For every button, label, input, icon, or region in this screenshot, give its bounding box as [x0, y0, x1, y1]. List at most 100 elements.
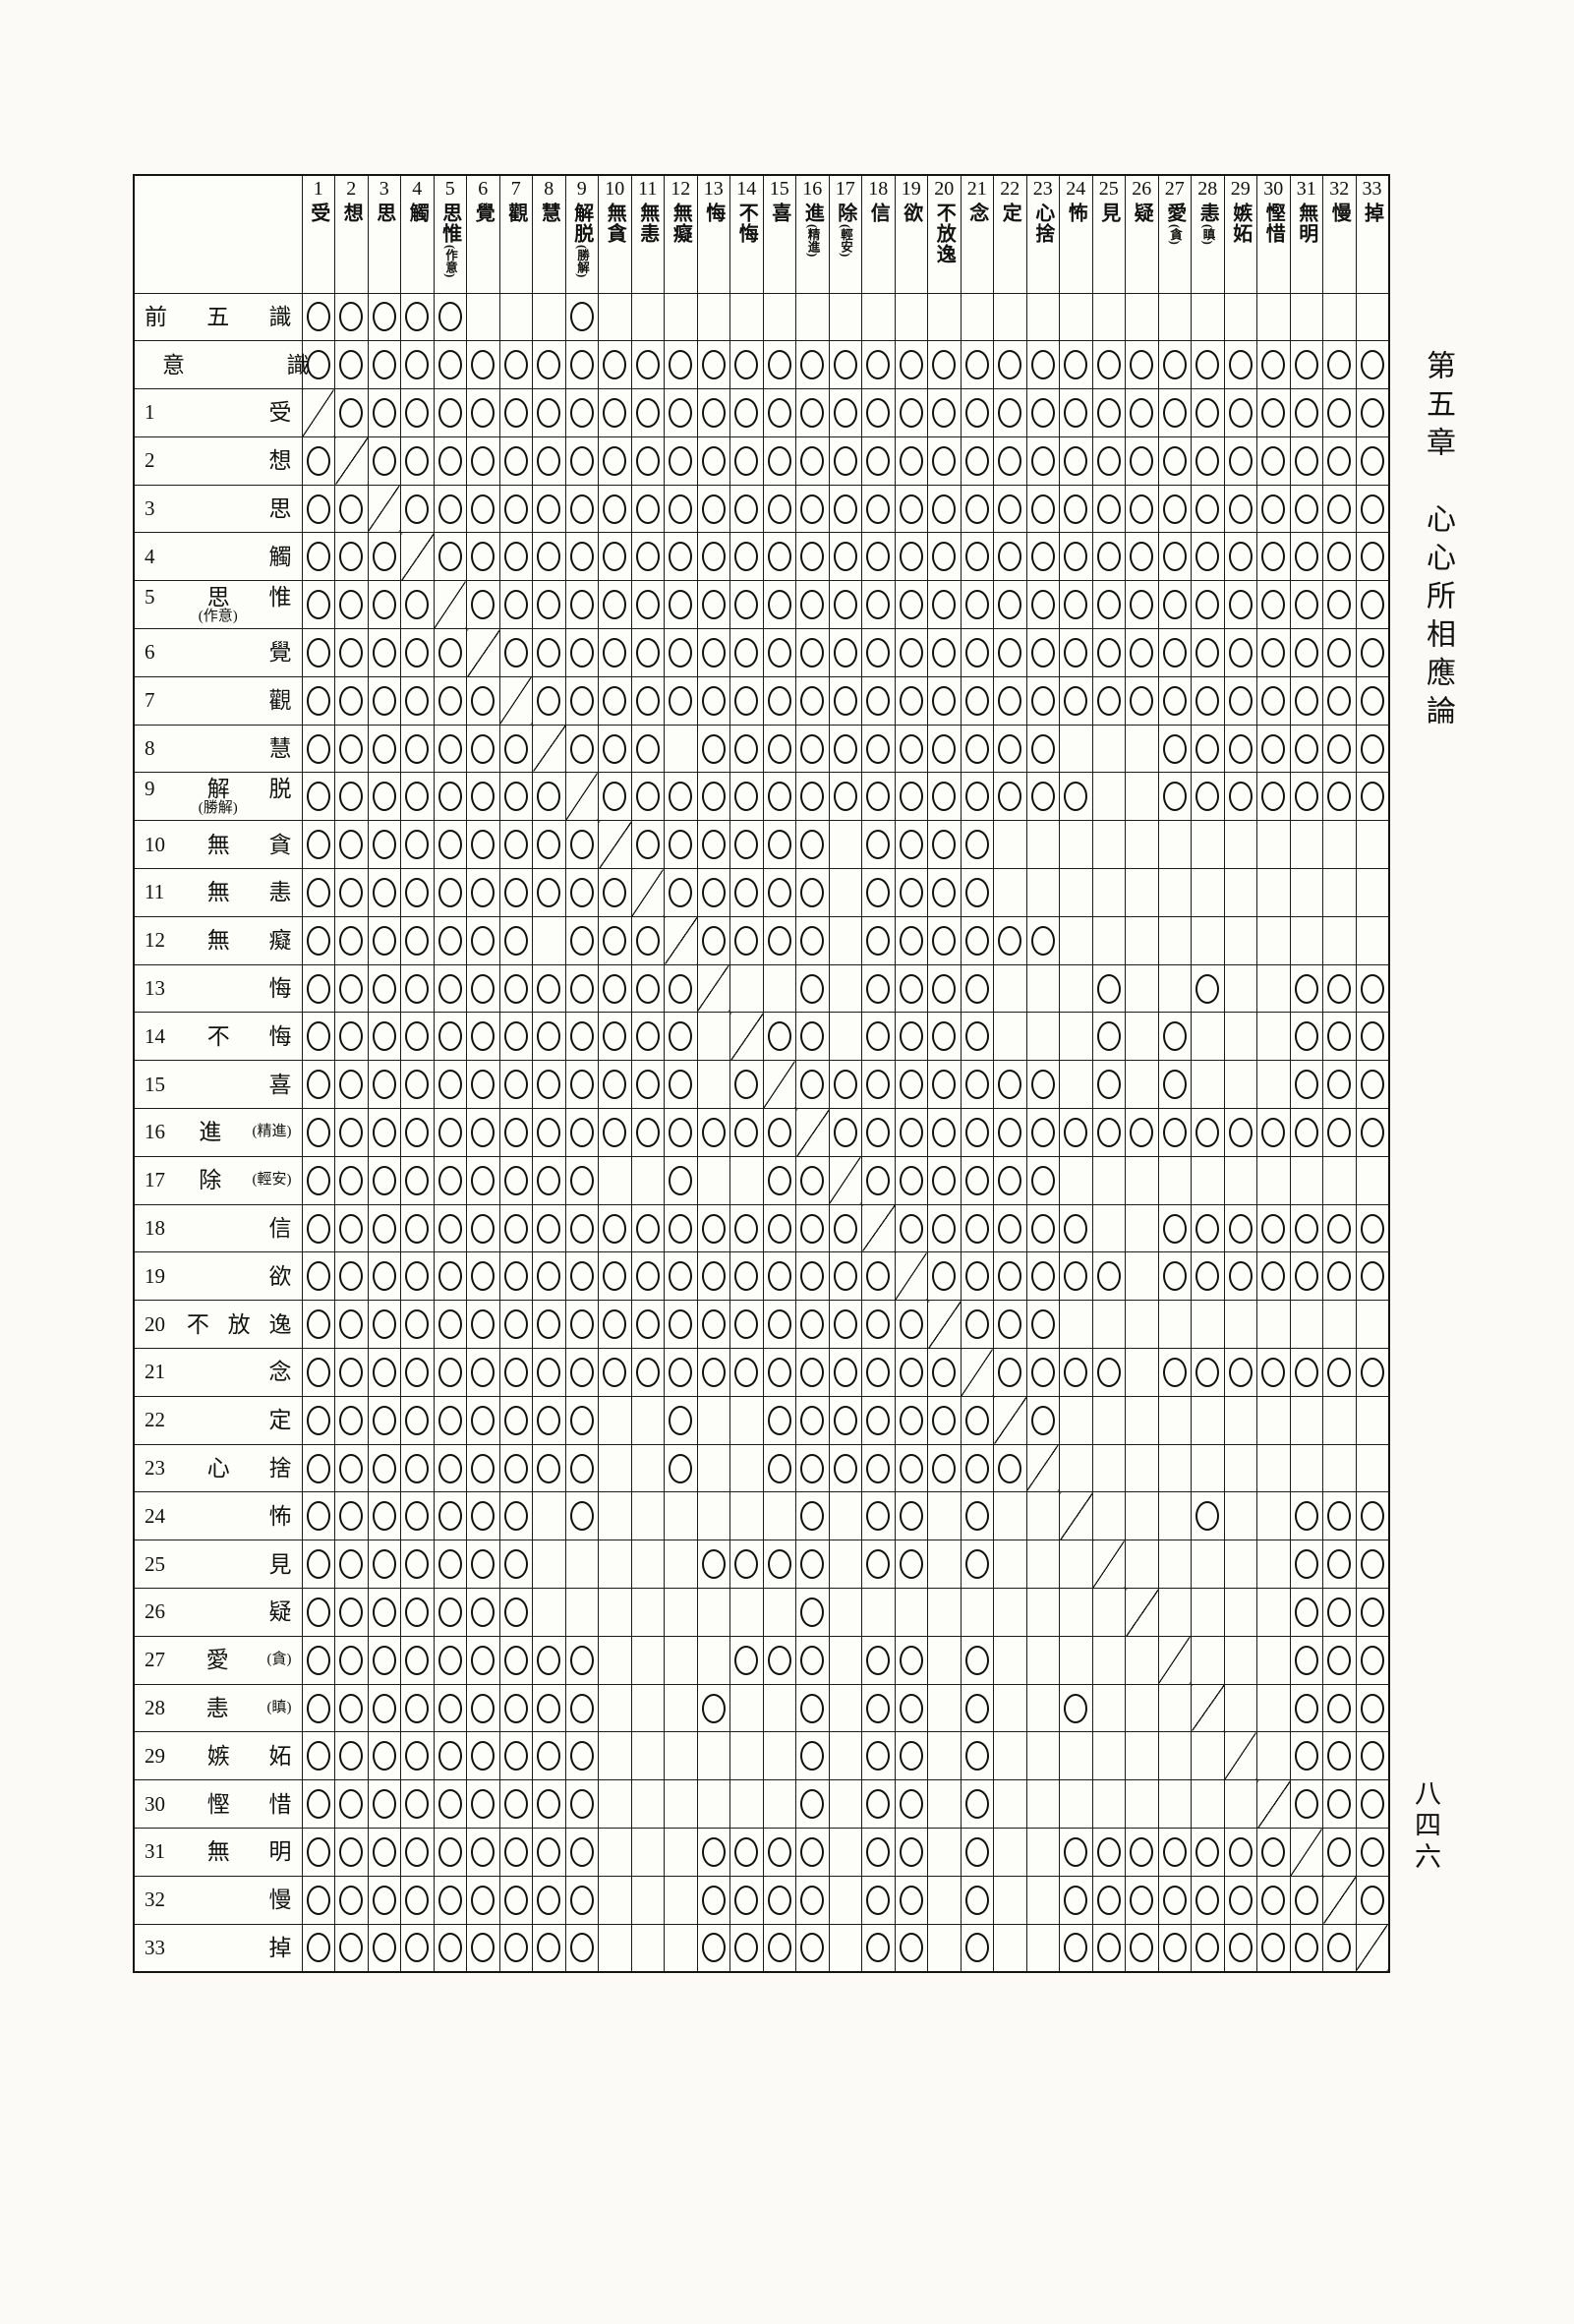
circle-mark [964, 1021, 989, 1052]
matrix-cell [894, 820, 928, 870]
circle-mark [437, 350, 462, 380]
circle-mark [964, 445, 989, 476]
circle-mark [767, 830, 791, 860]
col-number: 21 [966, 178, 987, 200]
circle-mark [1294, 1693, 1318, 1723]
matrix-cell [1322, 580, 1357, 630]
matrix-cell [1157, 1060, 1192, 1110]
circle-mark [471, 782, 496, 812]
matrix-cell [1157, 292, 1192, 342]
circle-mark [669, 1213, 693, 1244]
matrix-cell [1355, 628, 1389, 677]
matrix-cell [466, 1251, 500, 1302]
matrix-cell [630, 1635, 665, 1685]
matrix-cell [630, 1300, 665, 1350]
matrix-cell [598, 1155, 632, 1205]
matrix-cell [630, 1491, 665, 1541]
matrix-cell [433, 724, 467, 774]
matrix-cell [367, 436, 401, 486]
circle-mark [503, 350, 528, 380]
circle-mark [635, 1070, 660, 1100]
circle-mark [372, 1021, 396, 1052]
circle-mark [405, 590, 430, 620]
col-sublabel: (作意) [443, 245, 457, 278]
circle-mark [405, 1549, 430, 1580]
circle-mark [471, 1741, 496, 1772]
col-header-16: 16 進 (精進) [795, 174, 830, 294]
circle-mark [998, 733, 1022, 764]
matrix-cell [795, 388, 830, 437]
circle-mark [1162, 494, 1187, 524]
circle-mark [437, 973, 462, 1004]
circle-mark [635, 350, 660, 380]
col-number: 28 [1197, 178, 1218, 200]
circle-mark [734, 782, 759, 812]
circle-mark [503, 1885, 528, 1915]
matrix-cell [367, 1588, 401, 1637]
matrix-cell [993, 772, 1027, 822]
circle-mark [800, 685, 825, 716]
circle-mark [1360, 685, 1384, 716]
circle-mark [932, 445, 957, 476]
matrix-cell [1191, 484, 1225, 534]
circle-mark [964, 1933, 989, 1963]
circle-mark [866, 1933, 891, 1963]
matrix-cell [334, 1012, 369, 1062]
matrix-cell [433, 915, 467, 965]
matrix-cell [1289, 628, 1323, 677]
row-label-char: 受 [268, 400, 292, 426]
circle-mark [339, 637, 364, 668]
circle-mark [1294, 782, 1318, 812]
row-number: 27 [145, 1648, 165, 1672]
circle-mark [932, 1453, 957, 1483]
row-number: 18 [145, 1216, 165, 1241]
circle-mark [306, 733, 330, 764]
matrix-cell [334, 1635, 369, 1685]
matrix-cell [630, 1828, 665, 1877]
circle-mark [537, 1213, 561, 1244]
row-label-char: 悔 [268, 976, 292, 1002]
circle-mark [537, 1789, 561, 1820]
circle-mark [932, 1261, 957, 1292]
matrix-cell [861, 1635, 896, 1685]
circle-mark [306, 302, 330, 332]
matrix-cell [927, 963, 962, 1014]
col-header-25: 25 見 [1091, 174, 1126, 294]
matrix-cell [1256, 820, 1291, 870]
circle-mark [603, 350, 627, 380]
matrix-cell [1059, 1443, 1093, 1493]
matrix-cell [598, 1108, 632, 1157]
row-label: 前五識 [133, 292, 303, 342]
diagonal-cell [664, 915, 698, 965]
matrix-cell [433, 963, 467, 1014]
matrix-cell [795, 484, 830, 534]
circle-mark [306, 1645, 330, 1675]
col-header-13: 13 悔 [696, 174, 730, 294]
matrix-cell [927, 292, 962, 342]
matrix-cell [861, 1300, 896, 1350]
circle-mark [306, 1693, 330, 1723]
matrix-cell [1355, 915, 1389, 965]
matrix-cell [828, 1683, 862, 1733]
circle-mark [1294, 637, 1318, 668]
circle-mark [767, 1645, 791, 1675]
matrix-cell [598, 868, 632, 917]
circle-mark [569, 733, 594, 764]
matrix-cell [1256, 1923, 1291, 1973]
matrix-cell [433, 292, 467, 342]
matrix-cell [1289, 724, 1323, 774]
matrix-cell [795, 1395, 830, 1445]
circle-mark [635, 973, 660, 1004]
circle-mark [899, 445, 923, 476]
matrix-cell [532, 772, 566, 822]
matrix-cell [433, 772, 467, 822]
circle-mark [1360, 637, 1384, 668]
col-header-26: 26 疑 [1125, 174, 1159, 294]
circle-mark [306, 830, 330, 860]
circle-mark [372, 1070, 396, 1100]
circle-mark [372, 1261, 396, 1292]
circle-mark [405, 830, 430, 860]
circle-mark [339, 1933, 364, 1963]
row-label-char: 不 [206, 1023, 230, 1049]
